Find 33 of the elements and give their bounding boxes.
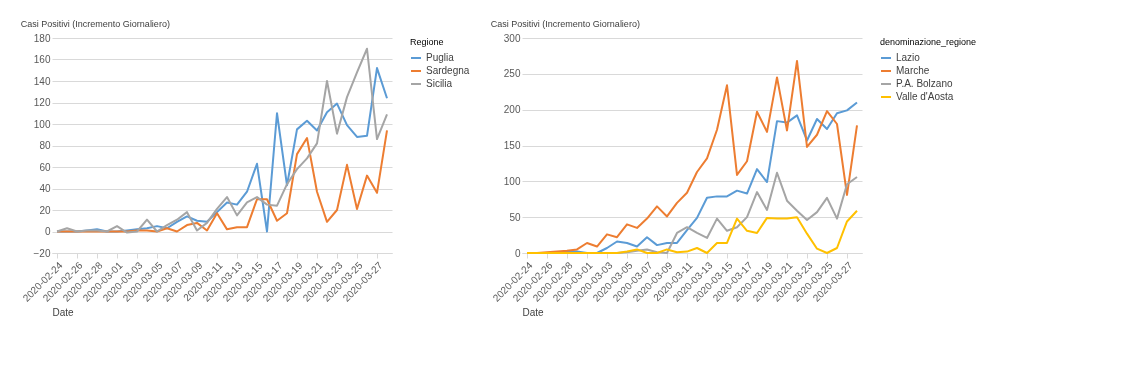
legend-label: Valle d'Aosta	[896, 91, 954, 102]
x-axis-title: Date	[52, 306, 75, 318]
y-tick-label: 50	[509, 211, 521, 223]
y-tick-label: 80	[39, 140, 51, 151]
y-tick-label: 200	[503, 104, 521, 116]
chart-title: Casi Positivi (Incremento Giornaliero)	[490, 19, 640, 29]
y-tick-label: 0	[44, 226, 51, 237]
legend-label: Marche	[896, 65, 930, 76]
y-tick-label: −20	[33, 247, 51, 259]
y-tick-label: 20	[39, 204, 51, 216]
y-tick-label: 0	[514, 247, 521, 259]
legend-label: P.A. Bolzano	[896, 78, 953, 89]
x-axis-title: Date	[522, 306, 545, 318]
legend-label: Puglia	[426, 52, 455, 63]
chart-title: Casi Positivi (Incremento Giornaliero)	[20, 19, 170, 29]
y-tick-label: 140	[33, 75, 51, 87]
y-tick-label: 60	[39, 161, 51, 173]
legend-label: Sardegna	[426, 65, 470, 76]
line-series	[56, 129, 388, 233]
y-tick-label: 40	[39, 183, 51, 194]
y-tick-label: 120	[33, 97, 51, 108]
y-tick-label: 100	[503, 175, 521, 187]
y-tick-label: 300	[503, 32, 521, 44]
legend-title: Regione	[410, 37, 444, 47]
y-tick-label: 250	[503, 68, 521, 80]
line-series	[526, 209, 858, 254]
y-tick-label: 150	[503, 140, 521, 151]
legend-label: Sicilia	[426, 78, 453, 89]
legend-label: Lazio	[896, 52, 921, 63]
y-tick-label: 100	[33, 118, 51, 130]
legend-title: denominazione_regione	[880, 37, 977, 47]
y-tick-label: 160	[33, 54, 51, 65]
y-tick-label: 180	[33, 32, 51, 44]
